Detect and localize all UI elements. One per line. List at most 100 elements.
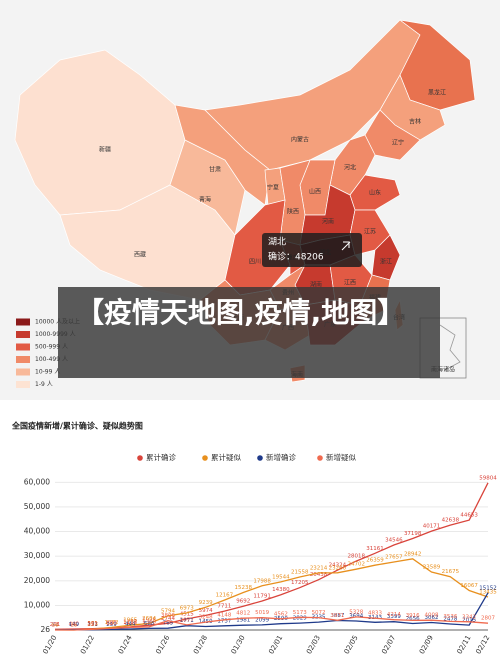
legend-swatch xyxy=(16,356,30,363)
x-tick-label: 01/24 xyxy=(117,634,134,656)
y-tick-label: 40,000 xyxy=(24,527,50,536)
y-tick-label: 10,000 xyxy=(24,600,50,609)
data-label: 4148 xyxy=(217,612,231,618)
data-label: 291 xyxy=(50,622,61,628)
data-label: 1309 xyxy=(142,619,156,625)
data-label: 1118 xyxy=(123,620,137,626)
data-label: 5794 xyxy=(161,608,175,614)
data-label: 77 xyxy=(52,622,59,628)
data-label: 17988 xyxy=(253,578,271,584)
data-label: 23589 xyxy=(423,564,441,570)
legend-label: 累计确诊 xyxy=(146,452,176,462)
data-label: 9692 xyxy=(236,599,250,605)
province-label: 甘肃 xyxy=(209,166,221,174)
data-label: 444 xyxy=(125,621,136,627)
data-label: 5019 xyxy=(255,610,269,616)
data-label: 2478 xyxy=(443,616,457,622)
legend-marker xyxy=(137,455,143,461)
data-label: 3887 xyxy=(330,613,344,619)
legend-label: 10-99 人 xyxy=(35,369,60,376)
data-label: 40171 xyxy=(423,524,441,530)
data-label: 28018 xyxy=(347,554,365,560)
data-label: 4214 xyxy=(387,612,401,618)
x-tick-label: 01/22 xyxy=(79,634,96,655)
data-label: 14380 xyxy=(272,587,290,593)
legend-marker xyxy=(202,455,208,461)
province-label: 吉林 xyxy=(409,118,421,126)
data-label: 23260 xyxy=(329,565,347,571)
legend-swatch xyxy=(16,368,30,376)
data-label: 4812 xyxy=(236,611,250,617)
legend-label: 1-9 人 xyxy=(35,381,53,388)
data-label: 59804 xyxy=(479,475,497,481)
province-label: 青海 xyxy=(199,196,211,204)
legend-swatch xyxy=(16,343,30,351)
data-label: 2684 xyxy=(142,616,156,622)
province-label: 江苏 xyxy=(364,228,376,236)
data-label: 24702 xyxy=(347,562,365,568)
data-label: 44653 xyxy=(460,513,478,519)
data-label: 11791 xyxy=(253,594,271,600)
data-label: 13435 xyxy=(479,589,497,595)
x-tick-label: 02/11 xyxy=(456,634,473,655)
data-label: 1737 xyxy=(217,618,231,624)
data-label: 21675 xyxy=(442,569,460,575)
data-label: 17205 xyxy=(291,580,309,586)
data-label: 830 xyxy=(106,621,117,627)
data-label: 5173 xyxy=(293,610,307,616)
data-label: 26 xyxy=(70,623,77,629)
data-label: 3971 xyxy=(330,613,344,619)
x-tick-label: 01/30 xyxy=(230,634,247,655)
legend-swatch xyxy=(16,318,30,326)
x-tick-label: 02/07 xyxy=(380,634,397,655)
province-label: 黑龙江 xyxy=(428,89,446,97)
data-label: 28942 xyxy=(404,551,422,557)
banner: 【疫情天地图,疫情,地图】 xyxy=(58,287,440,378)
data-label: 1287 xyxy=(123,619,137,625)
x-tick-label: 02/09 xyxy=(418,634,435,655)
data-label: 23214 xyxy=(310,565,328,571)
y-tick-label: 26 xyxy=(40,625,50,634)
data-label: 2807 xyxy=(481,616,495,622)
data-label: 2656 xyxy=(406,616,420,622)
data-label: 3062 xyxy=(425,615,439,621)
legend-label: 500-999 人 xyxy=(35,344,68,351)
data-label: 2099 xyxy=(255,617,269,623)
data-label: 1965 xyxy=(123,618,137,624)
data-label: 3342 xyxy=(462,614,476,620)
data-label: 3916 xyxy=(406,613,420,619)
province-label: 浙江 xyxy=(380,258,392,266)
data-label: 15238 xyxy=(235,585,253,591)
data-label: 440 xyxy=(69,621,80,627)
legend-swatch xyxy=(16,381,30,388)
data-label: 26359 xyxy=(366,558,384,564)
data-label: 6973 xyxy=(180,605,194,611)
legend-label: 10000 人及以上 xyxy=(35,318,80,326)
legend-label: 累计疑似 xyxy=(211,452,241,462)
data-label: 393 xyxy=(87,622,98,628)
data-label: 769 xyxy=(163,621,174,627)
y-tick-label: 50,000 xyxy=(24,502,50,511)
x-tick-label: 02/03 xyxy=(305,634,322,655)
legend-marker xyxy=(317,455,323,461)
data-label: 259 xyxy=(106,622,117,628)
legend-label: 新增确诊 xyxy=(266,452,296,462)
data-label: 37198 xyxy=(404,531,422,537)
inset-label: 南海诸岛 xyxy=(431,366,455,374)
province-label: 西藏 xyxy=(134,251,146,259)
y-tick-label: 30,000 xyxy=(24,551,50,560)
tooltip-icon[interactable] xyxy=(341,241,351,251)
legend-label: 100-499 人 xyxy=(35,356,68,363)
province-label: 山西 xyxy=(309,188,321,196)
data-label: 4008 xyxy=(425,613,439,619)
data-label: 680 xyxy=(106,621,117,627)
y-tick-label: 20,000 xyxy=(24,576,50,585)
x-tick-label: 02/05 xyxy=(343,634,360,655)
x-tick-label: 01/28 xyxy=(192,634,209,655)
y-tick-label: 60,000 xyxy=(24,477,50,486)
province-label: 辽宁 xyxy=(392,139,404,147)
x-tick-label: 02/12 xyxy=(474,634,491,655)
x-tick-label: 01/20 xyxy=(41,634,58,655)
data-label: 2077 xyxy=(180,617,194,623)
